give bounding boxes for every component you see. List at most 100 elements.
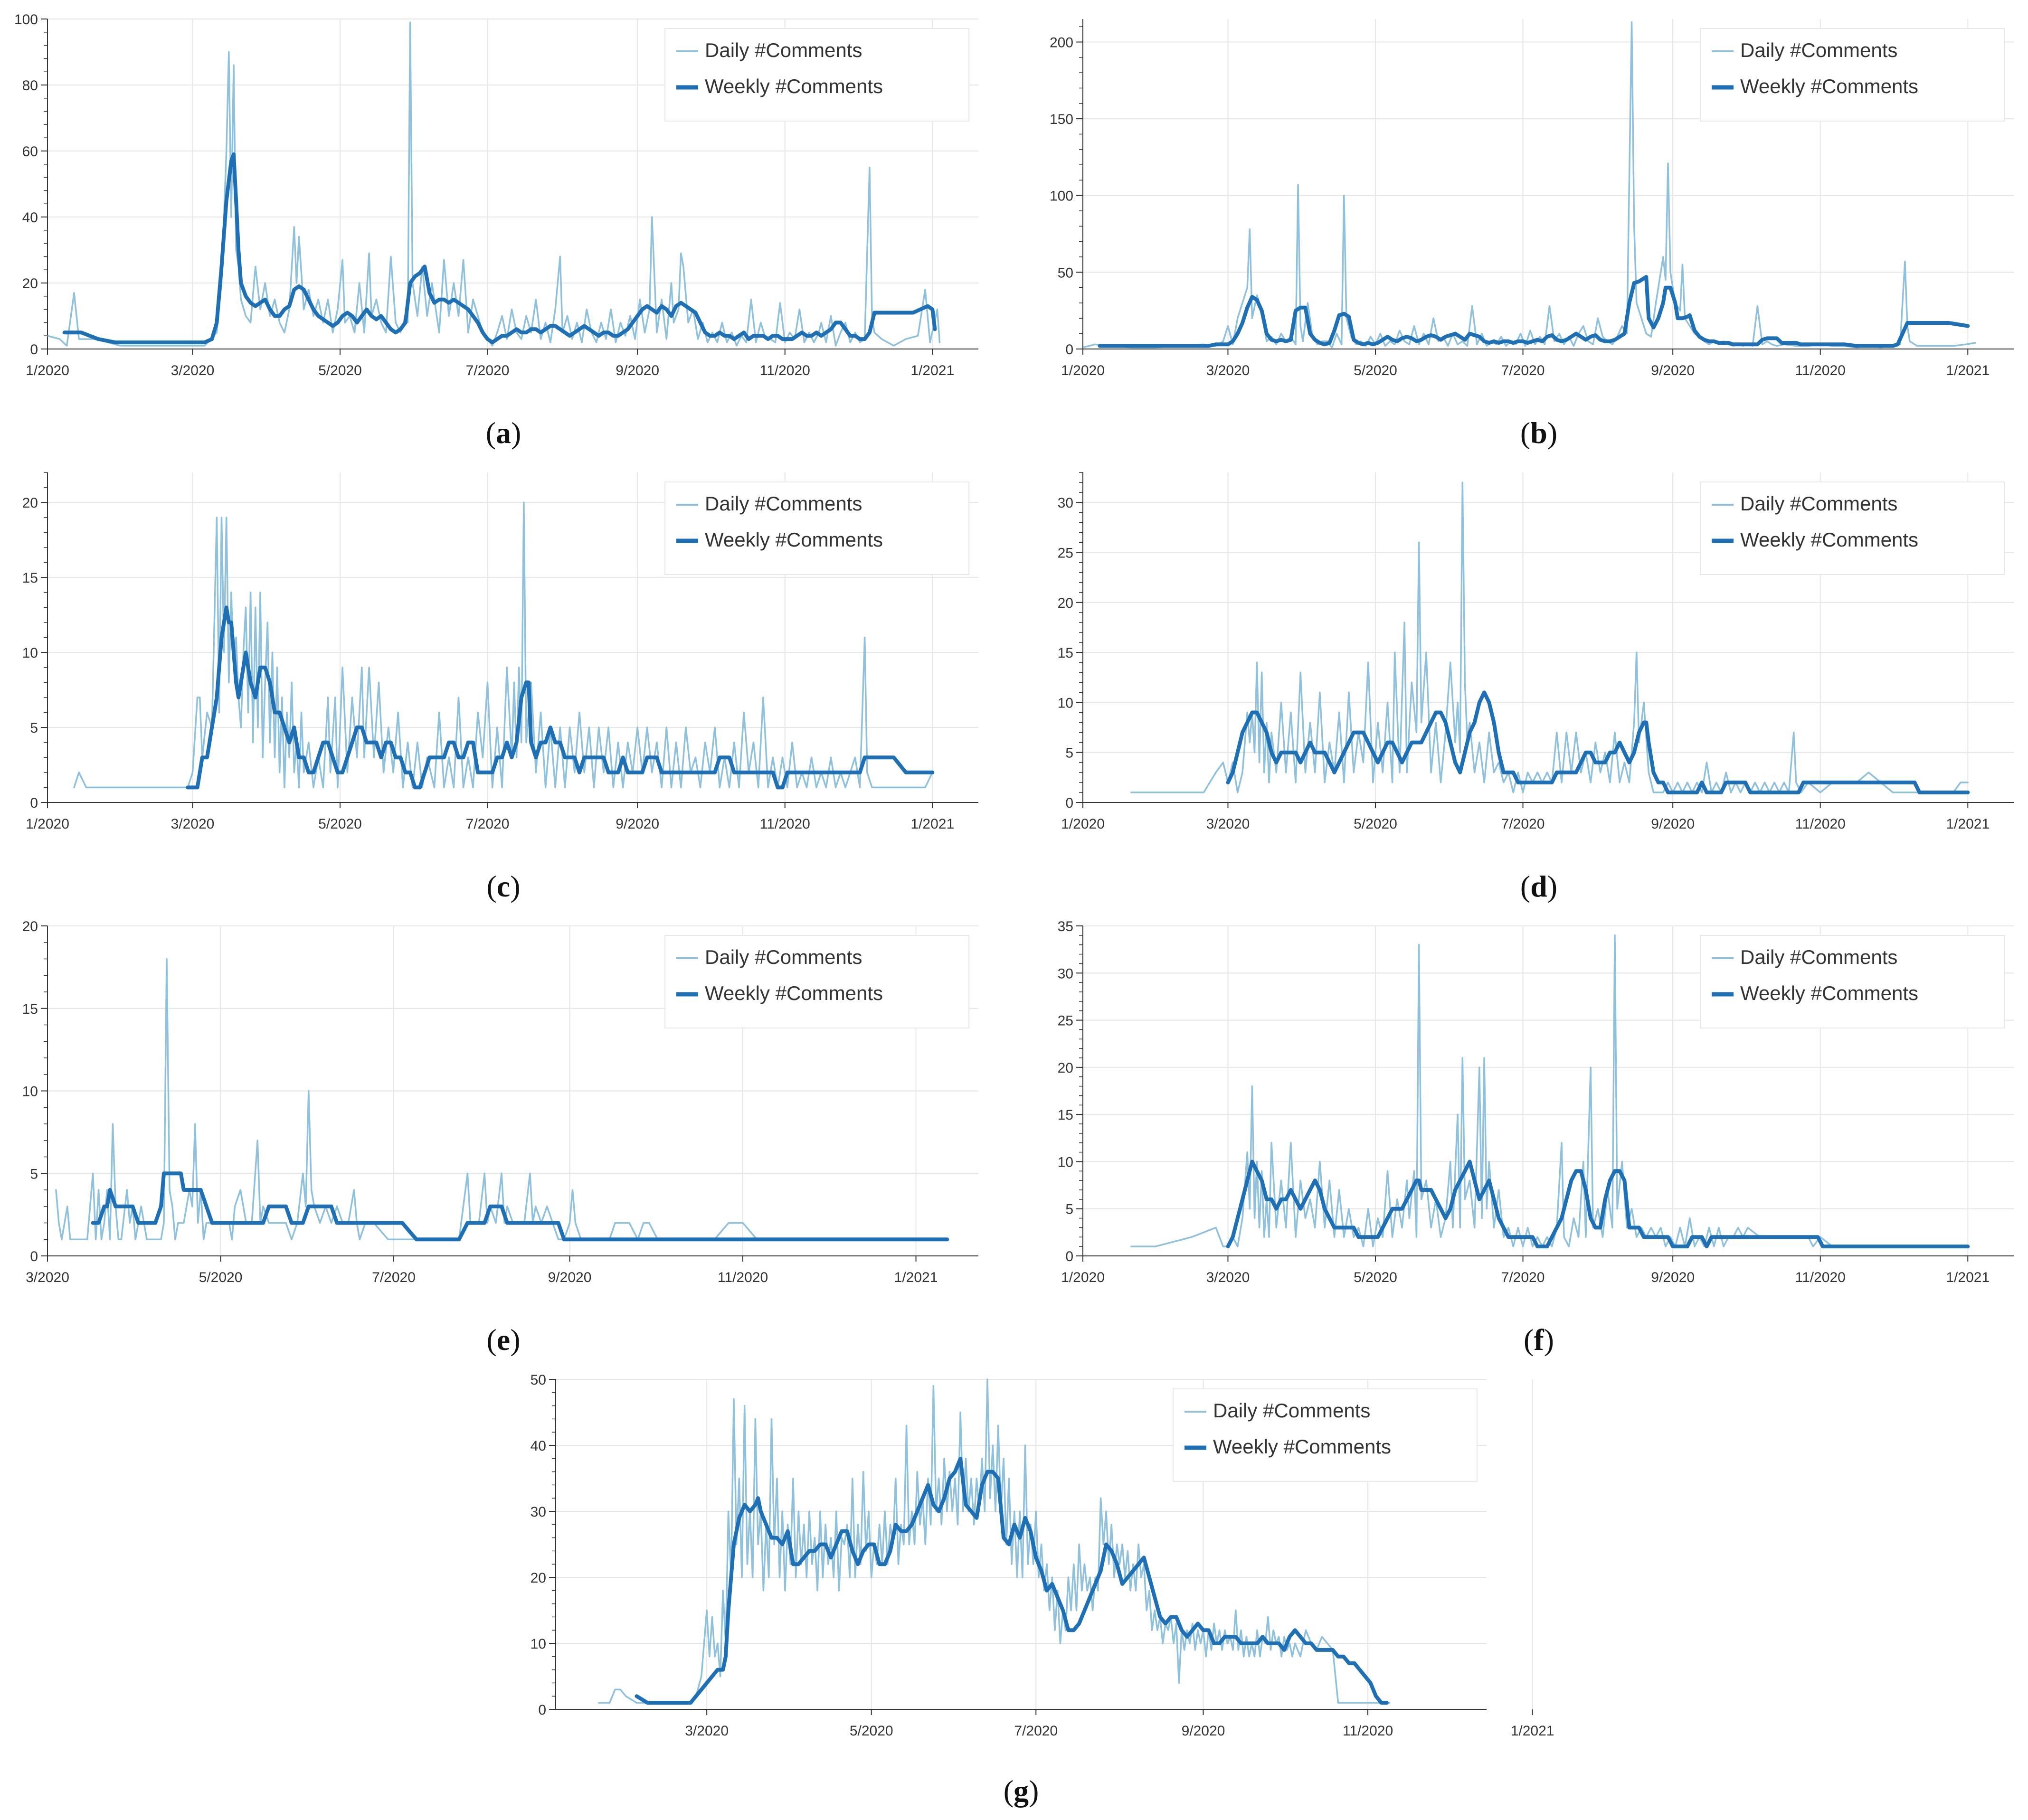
y-tick-label: 20	[22, 919, 38, 934]
x-tick-label: 1/2020	[26, 363, 69, 378]
y-tick-label: 60	[22, 144, 38, 160]
legend-label-weekly: Weekly #Comments	[705, 528, 883, 551]
legend-label-daily: Daily #Comments	[705, 492, 862, 515]
legend-label-weekly: Weekly #Comments	[1740, 982, 1918, 1004]
y-tick-label: 10	[22, 1084, 38, 1100]
y-tick-label: 20	[531, 1570, 546, 1586]
chart-panel-d: 0 5 10 15 20 25 30 1/2020 3/2020 5/2020 7/2020 9/20…	[1058, 472, 2014, 832]
y-tick-label: 20	[22, 276, 38, 292]
legend-label-daily: Daily #Comments	[705, 946, 862, 968]
daily-comments-line	[73, 501, 934, 789]
x-tick-label: 7/2020	[1501, 1270, 1545, 1285]
y-tick-label: 5	[30, 1166, 38, 1182]
y-tick-label: 100	[1050, 189, 1073, 204]
x-tick-label: 1/2020	[1061, 363, 1105, 378]
y-tick-label: 0	[1065, 1249, 1073, 1264]
y-tick-label: 35	[1058, 919, 1073, 934]
legend-box	[664, 481, 969, 575]
x-tick-label: 1/2021	[1946, 1270, 1990, 1285]
legend: Daily #Comments Weekly #Comments	[1700, 481, 2005, 575]
chart-panel-f: 0 5 10 15 20 25 30 35 1/2020 3/2020 5/2020 7/2020 9/…	[1058, 919, 2014, 1285]
y-tick-label: 30	[1058, 495, 1073, 511]
y-tick-label: 50	[531, 1372, 546, 1388]
x-tick-label: 1/2021	[894, 1270, 938, 1285]
x-tick-label: 3/2020	[171, 816, 215, 832]
x-tick-label: 1/2021	[1946, 816, 1990, 832]
x-tick-label: 3/2020	[26, 1270, 69, 1285]
daily-comments-line	[1130, 934, 1969, 1247]
x-tick-label: 11/2020	[1795, 1270, 1846, 1285]
chart-panel-a: 0 20 40 60 80 100 1/2020 3/2020 5/2020 7/2020 9/20…	[14, 12, 978, 378]
x-tick-label: 1/2021	[1511, 1723, 1554, 1739]
chart-panel-e: 0 5 10 15 20 3/2020 5/2020 7/2020 9/2020 11/2020 1…	[22, 919, 978, 1285]
y-tick-label: 0	[1065, 342, 1073, 358]
x-tick-label: 5/2020	[199, 1270, 243, 1285]
x-tick-label: 3/2020	[685, 1723, 729, 1739]
x-tick-label: 5/2020	[1354, 816, 1397, 832]
x-tick-label: 1/2020	[1061, 1270, 1105, 1285]
x-tick-label: 3/2020	[1206, 363, 1250, 378]
x-tick-label: 1/2021	[910, 816, 954, 832]
legend-label-daily: Daily #Comments	[1740, 39, 1897, 61]
y-tick-label: 80	[22, 78, 38, 94]
y-tick-label: 5	[1065, 1202, 1073, 1217]
y-tick-label: 50	[1058, 265, 1073, 281]
weekly-comments-line	[635, 1456, 1389, 1705]
y-tick-label: 0	[1065, 795, 1073, 811]
y-tick-label: 10	[1058, 695, 1073, 711]
x-tick-label: 7/2020	[1501, 363, 1545, 378]
legend: Daily #Comments Weekly #Comments	[1700, 28, 2005, 122]
panel-caption-letter: e	[496, 1323, 511, 1357]
panel-caption-e: (e)	[486, 1323, 521, 1357]
y-tick-label: 20	[1058, 595, 1073, 611]
panel-caption-letter: f	[1534, 1323, 1544, 1357]
x-tick-label: 9/2020	[1182, 1723, 1225, 1739]
panel-caption-g: (g)	[1003, 1774, 1039, 1808]
y-tick-label: 0	[30, 795, 38, 811]
x-tick-label: 5/2020	[850, 1723, 893, 1739]
y-tick-label: 10	[1058, 1154, 1073, 1170]
x-tick-label: 1/2020	[1061, 816, 1105, 832]
x-tick-label: 3/2020	[1206, 816, 1250, 832]
x-tick-label: 9/2020	[1651, 816, 1695, 832]
legend: Daily #Comments Weekly #Comments	[664, 481, 969, 575]
y-tick-label: 100	[14, 12, 38, 28]
y-tick-label: 150	[1050, 112, 1073, 127]
y-tick-label: 0	[30, 342, 38, 358]
x-tick-label: 5/2020	[1354, 1270, 1397, 1285]
weekly-comments-line	[62, 152, 937, 345]
weekly-comments-line	[1226, 1160, 1970, 1249]
weekly-comments-line	[1226, 690, 1970, 794]
x-tick-label: 9/2020	[616, 816, 659, 832]
y-tick-label: 10	[22, 645, 38, 661]
y-tick-label: 25	[1058, 1013, 1073, 1029]
legend: Daily #Comments Weekly #Comments	[664, 935, 969, 1028]
panel-caption-a: (a)	[485, 416, 521, 450]
x-tick-label: 11/2020	[1795, 816, 1846, 832]
y-tick-label: 40	[531, 1438, 546, 1454]
panel-caption-letter: a	[496, 416, 511, 450]
legend-box	[664, 935, 969, 1028]
y-tick-label: 30	[531, 1504, 546, 1520]
y-tick-label: 5	[1065, 745, 1073, 761]
legend-label-daily: Daily #Comments	[1740, 946, 1897, 968]
y-tick-label: 15	[1058, 1107, 1073, 1123]
legend-box	[1700, 935, 2005, 1028]
daily-comments-line	[598, 1378, 1391, 1704]
panel-caption-d: (d)	[1520, 869, 1558, 903]
y-tick-label: 15	[22, 570, 38, 586]
x-tick-label: 11/2020	[760, 363, 810, 378]
x-tick-label: 7/2020	[466, 816, 510, 832]
panel-caption-b: (b)	[1520, 416, 1558, 450]
weekly-comments-line	[186, 605, 935, 790]
y-tick-label: 20	[1058, 1060, 1073, 1076]
legend-box	[1700, 28, 2005, 122]
x-tick-label: 3/2020	[171, 363, 215, 378]
x-tick-label: 7/2020	[372, 1270, 416, 1285]
legend-label-weekly: Weekly #Comments	[705, 982, 883, 1004]
panel-caption-c: (c)	[486, 869, 521, 903]
x-tick-label: 7/2020	[466, 363, 510, 378]
y-tick-label: 15	[1058, 645, 1073, 661]
legend: Daily #Comments Weekly #Comments	[1173, 1388, 1478, 1482]
legend-label-weekly: Weekly #Comments	[1740, 528, 1918, 551]
